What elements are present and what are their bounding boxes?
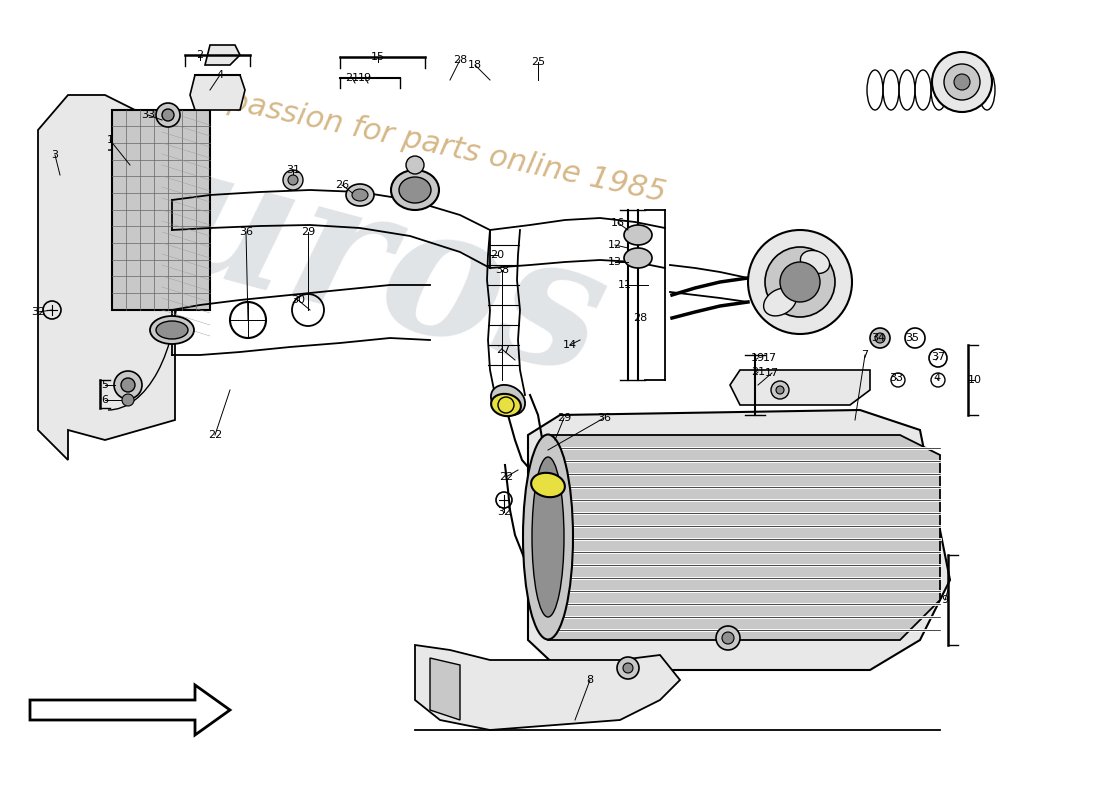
- Polygon shape: [190, 75, 245, 110]
- Ellipse shape: [491, 394, 521, 416]
- Ellipse shape: [801, 250, 829, 274]
- Text: 37: 37: [931, 352, 945, 362]
- Text: 28: 28: [632, 313, 647, 323]
- Text: 32: 32: [497, 507, 512, 517]
- Circle shape: [114, 371, 142, 399]
- Text: 17: 17: [763, 353, 777, 363]
- Ellipse shape: [399, 177, 431, 203]
- Text: 10: 10: [968, 375, 982, 385]
- Text: 18: 18: [468, 60, 482, 70]
- Text: 33: 33: [141, 110, 155, 120]
- Polygon shape: [205, 45, 240, 65]
- Text: euros: euros: [33, 98, 623, 414]
- Polygon shape: [548, 435, 940, 640]
- Text: 6: 6: [101, 395, 109, 405]
- Text: 26: 26: [334, 180, 349, 190]
- Circle shape: [722, 632, 734, 644]
- Ellipse shape: [624, 225, 652, 245]
- Text: 1: 1: [107, 135, 113, 145]
- Text: 12: 12: [608, 240, 623, 250]
- Ellipse shape: [150, 316, 194, 344]
- Polygon shape: [430, 658, 460, 720]
- Circle shape: [870, 328, 890, 348]
- Text: 28: 28: [453, 55, 468, 65]
- Circle shape: [954, 74, 970, 90]
- Text: 17: 17: [764, 368, 779, 378]
- Text: 19: 19: [751, 353, 766, 363]
- Circle shape: [771, 381, 789, 399]
- Polygon shape: [415, 645, 680, 730]
- Circle shape: [498, 397, 514, 413]
- Ellipse shape: [491, 385, 525, 415]
- Text: 32: 32: [31, 307, 45, 317]
- Polygon shape: [30, 685, 230, 735]
- Text: 25: 25: [531, 57, 546, 67]
- Circle shape: [288, 175, 298, 185]
- Text: 7: 7: [861, 350, 869, 360]
- Ellipse shape: [156, 321, 188, 339]
- Ellipse shape: [346, 184, 374, 206]
- Circle shape: [764, 247, 835, 317]
- Circle shape: [776, 386, 784, 394]
- Circle shape: [162, 109, 174, 121]
- Ellipse shape: [390, 170, 439, 210]
- Circle shape: [623, 663, 632, 673]
- Ellipse shape: [531, 473, 565, 497]
- Text: 38: 38: [495, 265, 509, 275]
- Text: 33: 33: [889, 373, 903, 383]
- Circle shape: [944, 64, 980, 100]
- Text: 20: 20: [490, 250, 504, 260]
- Text: 31: 31: [286, 165, 300, 175]
- Text: 29: 29: [301, 227, 315, 237]
- Text: 22: 22: [499, 472, 513, 482]
- Circle shape: [748, 230, 852, 334]
- Circle shape: [780, 262, 820, 302]
- Circle shape: [156, 103, 180, 127]
- Text: 4: 4: [934, 373, 940, 383]
- Text: 3: 3: [52, 150, 58, 160]
- Text: 5: 5: [101, 380, 109, 390]
- Text: 9: 9: [942, 595, 948, 605]
- Circle shape: [406, 156, 424, 174]
- Text: 21: 21: [751, 367, 766, 377]
- Text: 22: 22: [208, 430, 222, 440]
- Polygon shape: [730, 370, 870, 405]
- Text: 16: 16: [610, 218, 625, 228]
- Text: 36: 36: [239, 227, 253, 237]
- Polygon shape: [112, 110, 210, 310]
- Polygon shape: [528, 410, 950, 670]
- Text: a passion for parts online 1985: a passion for parts online 1985: [198, 81, 669, 207]
- Text: 30: 30: [292, 295, 305, 305]
- Text: 15: 15: [371, 52, 385, 62]
- Circle shape: [122, 394, 134, 406]
- Text: 29: 29: [557, 413, 571, 423]
- Polygon shape: [39, 95, 175, 460]
- Circle shape: [283, 170, 302, 190]
- Circle shape: [121, 378, 135, 392]
- Ellipse shape: [624, 248, 652, 268]
- Ellipse shape: [352, 189, 368, 201]
- Text: 35: 35: [905, 333, 918, 343]
- Text: 4: 4: [217, 70, 223, 80]
- Circle shape: [617, 657, 639, 679]
- Ellipse shape: [532, 457, 564, 617]
- Text: 19: 19: [358, 73, 372, 83]
- Circle shape: [716, 626, 740, 650]
- Ellipse shape: [763, 288, 796, 316]
- Circle shape: [874, 333, 886, 343]
- Text: 21: 21: [345, 73, 359, 83]
- Circle shape: [932, 52, 992, 112]
- Ellipse shape: [522, 434, 573, 639]
- Text: 2: 2: [197, 50, 204, 60]
- Text: 14: 14: [563, 340, 578, 350]
- Text: 11: 11: [618, 280, 632, 290]
- Text: 27: 27: [496, 345, 510, 355]
- Text: 8: 8: [586, 675, 594, 685]
- Text: 13: 13: [608, 257, 622, 267]
- Text: 34: 34: [871, 333, 886, 343]
- Text: 36: 36: [597, 413, 611, 423]
